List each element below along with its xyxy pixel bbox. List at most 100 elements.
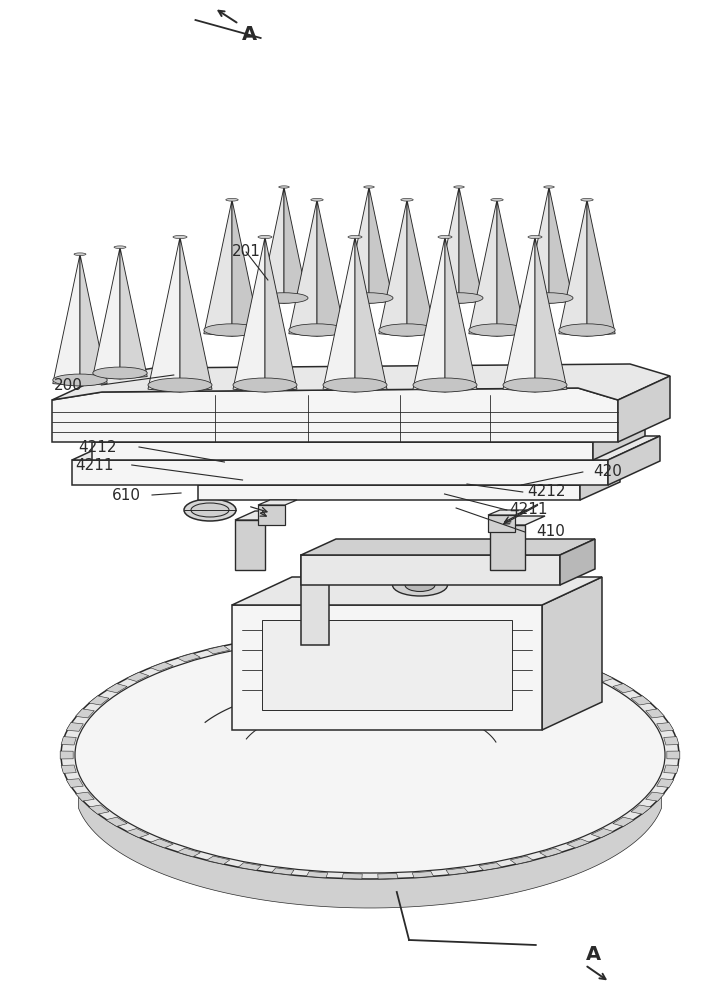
Polygon shape — [510, 646, 534, 654]
Polygon shape — [613, 817, 634, 826]
Polygon shape — [317, 200, 345, 336]
Polygon shape — [306, 632, 328, 639]
Polygon shape — [301, 539, 595, 555]
Polygon shape — [92, 418, 645, 442]
Polygon shape — [323, 237, 355, 392]
Ellipse shape — [204, 324, 260, 336]
Polygon shape — [60, 751, 73, 759]
Ellipse shape — [148, 378, 212, 392]
Polygon shape — [379, 200, 407, 336]
Text: 200: 200 — [54, 377, 83, 392]
Polygon shape — [342, 631, 362, 636]
Text: 4211: 4211 — [509, 502, 548, 518]
Polygon shape — [559, 200, 587, 336]
Polygon shape — [592, 672, 614, 681]
Ellipse shape — [405, 578, 435, 591]
Polygon shape — [52, 388, 618, 442]
Polygon shape — [198, 485, 580, 500]
Polygon shape — [664, 737, 679, 745]
Polygon shape — [446, 868, 468, 875]
Polygon shape — [180, 237, 212, 392]
Polygon shape — [592, 829, 614, 838]
Polygon shape — [345, 187, 369, 303]
Polygon shape — [238, 863, 261, 870]
Polygon shape — [232, 605, 542, 730]
Polygon shape — [75, 792, 94, 801]
Polygon shape — [272, 868, 294, 875]
Polygon shape — [490, 525, 525, 570]
Polygon shape — [479, 640, 502, 647]
Text: 201: 201 — [232, 244, 261, 259]
Polygon shape — [284, 187, 308, 303]
Polygon shape — [608, 436, 660, 485]
Polygon shape — [510, 856, 534, 864]
Polygon shape — [301, 555, 329, 645]
Polygon shape — [150, 662, 173, 671]
Text: 4211: 4211 — [75, 458, 114, 473]
Ellipse shape — [525, 293, 573, 303]
Polygon shape — [260, 187, 284, 303]
Ellipse shape — [279, 186, 290, 188]
Polygon shape — [525, 187, 549, 303]
Polygon shape — [593, 418, 645, 460]
Polygon shape — [535, 237, 567, 392]
Ellipse shape — [114, 246, 126, 249]
Polygon shape — [412, 871, 434, 878]
Polygon shape — [198, 467, 620, 485]
Polygon shape — [272, 635, 294, 642]
Polygon shape — [342, 874, 362, 879]
Polygon shape — [206, 856, 230, 864]
Ellipse shape — [93, 367, 147, 379]
Polygon shape — [355, 237, 387, 392]
Polygon shape — [369, 187, 393, 303]
Polygon shape — [497, 200, 525, 336]
Polygon shape — [587, 200, 615, 336]
Polygon shape — [177, 653, 201, 662]
Text: 410: 410 — [536, 524, 565, 540]
Polygon shape — [459, 187, 483, 303]
Polygon shape — [120, 247, 147, 379]
Polygon shape — [560, 539, 595, 585]
Polygon shape — [567, 839, 590, 848]
Polygon shape — [233, 237, 265, 392]
Ellipse shape — [581, 198, 593, 201]
Text: A: A — [243, 25, 257, 44]
Ellipse shape — [363, 186, 374, 188]
Polygon shape — [488, 510, 527, 515]
Polygon shape — [88, 696, 109, 705]
Polygon shape — [488, 515, 515, 532]
Polygon shape — [445, 237, 477, 392]
Ellipse shape — [559, 324, 615, 336]
Polygon shape — [618, 376, 670, 442]
Polygon shape — [106, 684, 127, 693]
Ellipse shape — [226, 198, 238, 201]
Polygon shape — [53, 254, 80, 386]
Polygon shape — [490, 516, 545, 525]
Ellipse shape — [345, 293, 393, 303]
Polygon shape — [664, 765, 679, 773]
Polygon shape — [235, 511, 285, 520]
Ellipse shape — [74, 253, 86, 256]
Polygon shape — [93, 247, 120, 379]
Text: 4212: 4212 — [78, 440, 117, 454]
Polygon shape — [539, 848, 563, 857]
Ellipse shape — [503, 378, 567, 392]
Ellipse shape — [260, 293, 308, 303]
Polygon shape — [235, 520, 265, 570]
Polygon shape — [238, 640, 261, 647]
Polygon shape — [657, 723, 674, 731]
Polygon shape — [79, 773, 661, 908]
Polygon shape — [413, 237, 445, 392]
Polygon shape — [646, 709, 665, 718]
Polygon shape — [88, 805, 109, 814]
Polygon shape — [75, 709, 94, 718]
Polygon shape — [148, 237, 180, 392]
Ellipse shape — [348, 235, 362, 239]
Ellipse shape — [401, 198, 413, 201]
Ellipse shape — [544, 186, 555, 188]
Polygon shape — [80, 254, 107, 386]
Polygon shape — [631, 696, 652, 705]
Polygon shape — [539, 653, 563, 662]
Ellipse shape — [289, 324, 345, 336]
Polygon shape — [469, 200, 497, 336]
